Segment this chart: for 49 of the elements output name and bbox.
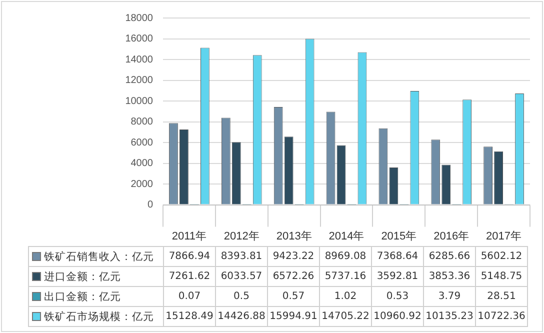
data-label: 0.53 bbox=[372, 286, 424, 306]
x-tick-label: 2013年 bbox=[276, 230, 312, 242]
data-label: 6285.66 bbox=[424, 246, 476, 266]
data-label: 10960.92 bbox=[372, 306, 424, 326]
y-tick-label: 2000 bbox=[130, 178, 154, 190]
y-tick-label: 16000 bbox=[125, 34, 154, 45]
data-label: 3853.36 bbox=[424, 266, 476, 286]
data-label: 14705.22 bbox=[320, 306, 372, 326]
y-tick-label: 12000 bbox=[125, 75, 154, 86]
data-label: 6572.26 bbox=[268, 266, 320, 286]
data-label: 9423.22 bbox=[268, 246, 320, 266]
data-label: 10135.23 bbox=[424, 306, 476, 326]
legend-label: 进口金额：亿元 bbox=[28, 266, 164, 286]
legend-label: 铁矿石销售收入：亿元 bbox=[28, 246, 164, 266]
data-label: 0.57 bbox=[268, 286, 320, 306]
data-label: 10722.36 bbox=[476, 306, 528, 326]
data-label: 0.07 bbox=[164, 286, 216, 306]
data-label: 8393.81 bbox=[216, 246, 268, 266]
data-label: 8969.08 bbox=[320, 246, 372, 266]
y-tick-label: 10000 bbox=[125, 96, 154, 107]
x-tick-label: 2015年 bbox=[381, 230, 417, 242]
data-label: 5737.16 bbox=[320, 266, 372, 286]
data-label: 28.51 bbox=[476, 286, 528, 306]
data-label: 0.5 bbox=[216, 286, 268, 306]
data-label: 7261.62 bbox=[164, 266, 216, 286]
data-label: 6033.57 bbox=[216, 266, 268, 286]
y-tick-label: 0 bbox=[147, 200, 154, 211]
data-label: 1.02 bbox=[320, 286, 372, 306]
data-label: 7866.94 bbox=[164, 246, 216, 266]
data-label: 3592.81 bbox=[372, 266, 424, 286]
y-tick-label: 18000 bbox=[125, 12, 154, 24]
data-label: 5602.12 bbox=[476, 246, 528, 266]
legend-label: 出口金额：亿元 bbox=[28, 286, 164, 306]
data-label: 5148.75 bbox=[476, 266, 528, 286]
x-tick-label: 2016年 bbox=[434, 230, 470, 242]
data-label: 15994.91 bbox=[268, 306, 320, 326]
x-tick-label: 2017年 bbox=[486, 230, 522, 242]
y-tick-label: 14000 bbox=[125, 54, 154, 66]
x-tick-label: 2014年 bbox=[328, 230, 364, 242]
x-tick-label: 2012年 bbox=[224, 230, 260, 242]
data-label: 3.79 bbox=[424, 286, 476, 306]
legend-label: 铁矿石市场规模：亿元 bbox=[28, 306, 164, 326]
x-tick-label: 2011年 bbox=[172, 230, 207, 242]
data-label: 7368.64 bbox=[372, 246, 424, 266]
y-tick-label: 6000 bbox=[130, 137, 154, 148]
y-tick-label: 8000 bbox=[130, 116, 154, 128]
y-tick-label: 4000 bbox=[130, 158, 154, 170]
data-label: 14426.88 bbox=[216, 306, 268, 326]
data-label: 15128.49 bbox=[164, 306, 216, 326]
